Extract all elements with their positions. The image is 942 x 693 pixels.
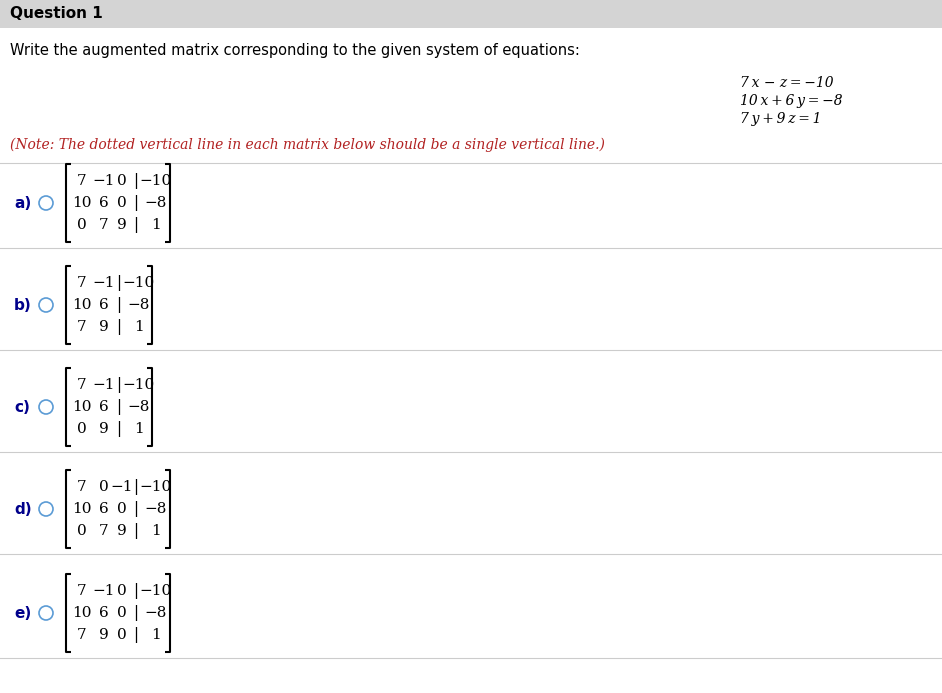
Text: 10: 10 bbox=[73, 196, 91, 210]
Text: 1: 1 bbox=[151, 524, 161, 538]
FancyBboxPatch shape bbox=[0, 0, 942, 28]
Text: |: | bbox=[134, 501, 138, 517]
Text: 6: 6 bbox=[99, 606, 109, 620]
Text: −1: −1 bbox=[92, 584, 115, 598]
Text: a): a) bbox=[14, 195, 31, 211]
Text: −8: −8 bbox=[128, 400, 150, 414]
Text: |: | bbox=[134, 173, 138, 189]
Text: 1: 1 bbox=[151, 628, 161, 642]
Text: −10: −10 bbox=[122, 276, 155, 290]
Text: −10: −10 bbox=[139, 174, 172, 188]
Text: |: | bbox=[117, 421, 122, 437]
Text: 0: 0 bbox=[117, 502, 127, 516]
Text: |: | bbox=[117, 297, 122, 313]
Text: 7: 7 bbox=[77, 584, 87, 598]
Text: −8: −8 bbox=[128, 298, 150, 312]
Text: −8: −8 bbox=[145, 196, 167, 210]
Text: −10: −10 bbox=[122, 378, 155, 392]
Text: 10: 10 bbox=[73, 606, 91, 620]
Text: Write the augmented matrix corresponding to the given system of equations:: Write the augmented matrix corresponding… bbox=[10, 42, 580, 58]
Text: 7: 7 bbox=[99, 218, 109, 232]
Text: −1: −1 bbox=[92, 378, 115, 392]
Text: d): d) bbox=[14, 502, 32, 516]
Text: 6: 6 bbox=[99, 196, 109, 210]
Text: 7 y + 9 z = 1: 7 y + 9 z = 1 bbox=[740, 112, 821, 126]
Text: |: | bbox=[134, 627, 138, 643]
Text: 9: 9 bbox=[99, 422, 109, 436]
Text: 7 x − z = −10: 7 x − z = −10 bbox=[740, 76, 834, 90]
Text: 9: 9 bbox=[99, 628, 109, 642]
Text: 0: 0 bbox=[77, 422, 87, 436]
Text: |: | bbox=[117, 377, 122, 393]
Text: −10: −10 bbox=[139, 584, 172, 598]
Text: |: | bbox=[117, 275, 122, 291]
Text: 6: 6 bbox=[99, 298, 109, 312]
Text: |: | bbox=[134, 217, 138, 233]
Text: 1: 1 bbox=[134, 422, 144, 436]
Text: −8: −8 bbox=[145, 606, 167, 620]
Text: e): e) bbox=[14, 606, 31, 620]
Text: 9: 9 bbox=[117, 218, 127, 232]
Text: −10: −10 bbox=[139, 480, 172, 494]
Text: 1: 1 bbox=[151, 218, 161, 232]
Text: 0: 0 bbox=[77, 218, 87, 232]
Text: −8: −8 bbox=[145, 502, 167, 516]
Text: Question 1: Question 1 bbox=[10, 6, 103, 21]
Text: 7: 7 bbox=[77, 480, 87, 494]
Text: 9: 9 bbox=[117, 524, 127, 538]
Text: 10: 10 bbox=[73, 298, 91, 312]
Text: 1: 1 bbox=[134, 320, 144, 334]
Text: 7: 7 bbox=[77, 378, 87, 392]
Text: 7: 7 bbox=[77, 320, 87, 334]
Text: 6: 6 bbox=[99, 502, 109, 516]
Text: 10: 10 bbox=[73, 502, 91, 516]
Text: (Note: The dotted vertical line in each matrix below should be a single vertical: (Note: The dotted vertical line in each … bbox=[10, 138, 605, 152]
Text: |: | bbox=[117, 399, 122, 415]
Text: 0: 0 bbox=[117, 606, 127, 620]
Text: 0: 0 bbox=[117, 584, 127, 598]
Text: 0: 0 bbox=[117, 628, 127, 642]
Text: |: | bbox=[117, 319, 122, 335]
Text: |: | bbox=[134, 605, 138, 621]
Text: c): c) bbox=[14, 399, 30, 414]
Text: −1: −1 bbox=[111, 480, 133, 494]
Text: 0: 0 bbox=[117, 174, 127, 188]
Text: |: | bbox=[134, 583, 138, 599]
Text: 7: 7 bbox=[77, 276, 87, 290]
Text: −1: −1 bbox=[92, 276, 115, 290]
Text: 0: 0 bbox=[99, 480, 109, 494]
Text: 10 x + 6 y = −8: 10 x + 6 y = −8 bbox=[740, 94, 843, 108]
Text: |: | bbox=[134, 523, 138, 539]
Text: −1: −1 bbox=[92, 174, 115, 188]
Text: 7: 7 bbox=[99, 524, 109, 538]
Text: 9: 9 bbox=[99, 320, 109, 334]
Text: |: | bbox=[134, 195, 138, 211]
Text: |: | bbox=[134, 479, 138, 495]
Text: 6: 6 bbox=[99, 400, 109, 414]
Text: 0: 0 bbox=[77, 524, 87, 538]
Text: 0: 0 bbox=[117, 196, 127, 210]
Text: 7: 7 bbox=[77, 628, 87, 642]
Text: 7: 7 bbox=[77, 174, 87, 188]
Text: 10: 10 bbox=[73, 400, 91, 414]
Text: b): b) bbox=[14, 297, 32, 313]
